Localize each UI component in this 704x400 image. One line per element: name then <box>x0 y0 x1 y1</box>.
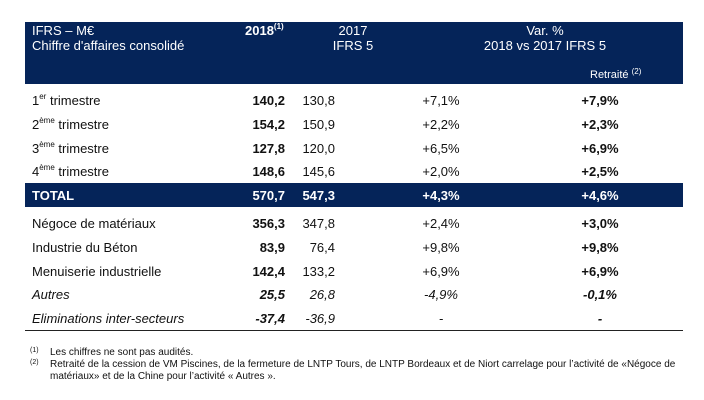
row-label: 2ème trimestre <box>32 115 109 132</box>
variation-retraite: +7,9% <box>581 93 619 108</box>
header-2017-basis: IFRS 5 <box>332 38 374 53</box>
value-2017: 120,0 <box>302 140 335 156</box>
header-2018-label: 2018 <box>245 23 274 38</box>
total-row: TOTAL 570,7 547,3 +4,3% +4,6% <box>25 183 683 207</box>
quarter-row: 2ème trimestre 154,2 150,9 +2,2% +2,3% <box>25 112 683 136</box>
variation: +6,9% <box>422 263 460 279</box>
row-label: Eliminations inter-secteurs <box>32 311 185 327</box>
ordinal-number: 2 <box>32 116 40 132</box>
value-2018: 83,9 <box>259 239 285 255</box>
value-2018: 148,6 <box>252 164 285 180</box>
variation: +6,5% <box>422 140 460 156</box>
variation-retraite: +9,8% <box>581 239 619 255</box>
variation: +4,3% <box>422 188 460 204</box>
value-2018: 570,7 <box>252 188 285 204</box>
quarter-row: 4ème trimestre 148,6 145,6 +2,0% +2,5% <box>25 159 683 183</box>
row-label: 3ème trimestre <box>32 139 109 156</box>
footnote-number: (2) <box>30 359 39 366</box>
footnote-number: (1) <box>30 347 39 354</box>
segment-row: Eliminations inter-secteurs -37,4 -36,9 - - <box>25 306 683 330</box>
footnote-text: Retraité de la cession de VM Piscines, d… <box>50 359 676 382</box>
footnotes: (1) Les chiffres ne sont pas audités. (2) R… <box>30 347 690 383</box>
footnote: (1) Les chiffres ne sont pas audités. <box>30 347 690 359</box>
variation-retraite: - <box>597 311 603 327</box>
row-label: Négoce de matériaux <box>32 215 156 231</box>
variation-retraite: +2,5% <box>581 164 619 180</box>
value-2017: 133,2 <box>302 263 335 279</box>
segment-row: Industrie du Béton 83,9 76,4 +9,8% +9,8% <box>25 235 683 259</box>
value-2017: 145,6 <box>302 164 335 180</box>
header-var-subtitle: 2018 vs 2017 IFRS 5 <box>483 38 607 53</box>
header-2018: 2018(1) <box>245 22 284 39</box>
row-label-text: trimestre <box>54 140 109 156</box>
footnote: (2) Retraité de la cession de VM Piscines… <box>30 359 690 383</box>
row-label: Menuiserie industrielle <box>32 263 162 279</box>
variation: +2,2% <box>422 116 460 132</box>
value-2017: -36,9 <box>305 311 335 327</box>
value-2017: 26,8 <box>309 287 335 303</box>
segment-row: Autres 25,5 26,8 -4,9% -0,1% <box>25 282 683 306</box>
ordinal-number: 4 <box>32 164 40 180</box>
variation: +2,4% <box>422 215 460 231</box>
value-2017: 150,9 <box>302 116 335 132</box>
table-header: IFRS – M€ Chiffre d'affaires consolidé 2… <box>25 22 683 84</box>
variation-retraite: +6,9% <box>581 263 619 279</box>
row-label-text: trimestre <box>54 164 109 180</box>
table-bottom-rule <box>25 329 683 331</box>
value-2018: 154,2 <box>252 116 285 132</box>
row-label-text: trimestre <box>46 93 101 108</box>
variation-retraite: +3,0% <box>581 215 619 231</box>
row-label: Autres <box>32 287 70 303</box>
variation-retraite: +2,3% <box>581 116 619 132</box>
row-label: 4ème trimestre <box>32 163 109 180</box>
ordinal-suffix: ème <box>39 139 55 149</box>
value-2017: 347,8 <box>302 215 335 231</box>
segment-row: Menuiserie industrielle 142,4 133,2 +6,9% +6… <box>25 259 683 283</box>
ordinal-number: 1 <box>32 93 40 108</box>
variation: -4,9% <box>424 287 458 303</box>
row-label-text: trimestre <box>54 116 109 132</box>
footnote-text: Les chiffres ne sont pas audités. <box>50 347 194 358</box>
header-retraite-label: Retraité <box>590 69 629 81</box>
ordinal-number: 3 <box>32 140 40 156</box>
value-2018: 127,8 <box>252 140 285 156</box>
header-unit: IFRS – M€ <box>32 23 95 38</box>
quarter-row: 1er trimestre 140,2 130,8 +7,1% +7,9% <box>25 88 683 112</box>
header-retraite: Retraité (2) <box>590 68 641 83</box>
footnote-ref: (2) <box>631 67 642 76</box>
value-2018: 25,5 <box>259 287 285 303</box>
variation-retraite: -0,1% <box>583 287 617 303</box>
header-2017: 2017 IFRS 5 <box>308 23 398 53</box>
ordinal-suffix: ème <box>39 115 55 125</box>
value-2018: 140,2 <box>252 93 285 108</box>
header-label: IFRS – M€ Chiffre d'affaires consolidé <box>32 23 184 53</box>
header-variation: Var. % 2018 vs 2017 IFRS 5 <box>405 23 685 53</box>
variation: - <box>438 311 444 327</box>
value-2018: 356,3 <box>252 215 285 231</box>
variation: +9,8% <box>422 239 460 255</box>
value-2017: 130,8 <box>302 93 335 108</box>
header-var-title: Var. % <box>526 23 564 38</box>
ordinal-suffix: er <box>39 92 47 101</box>
variation: +2,0% <box>422 164 460 180</box>
value-2017: 76,4 <box>309 239 335 255</box>
variation-retraite: +4,6% <box>581 188 619 204</box>
ordinal-suffix: ème <box>39 163 55 173</box>
quarter-row: 3ème trimestre 127,8 120,0 +6,5% +6,9% <box>25 136 683 160</box>
header-title: Chiffre d'affaires consolidé <box>32 38 185 53</box>
value-2017: 547,3 <box>302 188 335 204</box>
revenue-table: IFRS – M€ Chiffre d'affaires consolidé 2… <box>25 22 683 331</box>
row-label: Industrie du Béton <box>32 239 138 255</box>
header-2017-year: 2017 <box>338 23 368 38</box>
value-2018: -37,4 <box>255 311 285 327</box>
value-2018: 142,4 <box>252 263 285 279</box>
variation: +7,1% <box>422 93 460 108</box>
row-label: TOTAL <box>32 188 75 204</box>
row-label: 1er trimestre <box>32 92 101 109</box>
footnote-ref: (1) <box>273 22 284 31</box>
segment-row: Négoce de matériaux 356,3 347,8 +2,4% +3,0% <box>25 211 683 235</box>
variation-retraite: +6,9% <box>581 140 619 156</box>
